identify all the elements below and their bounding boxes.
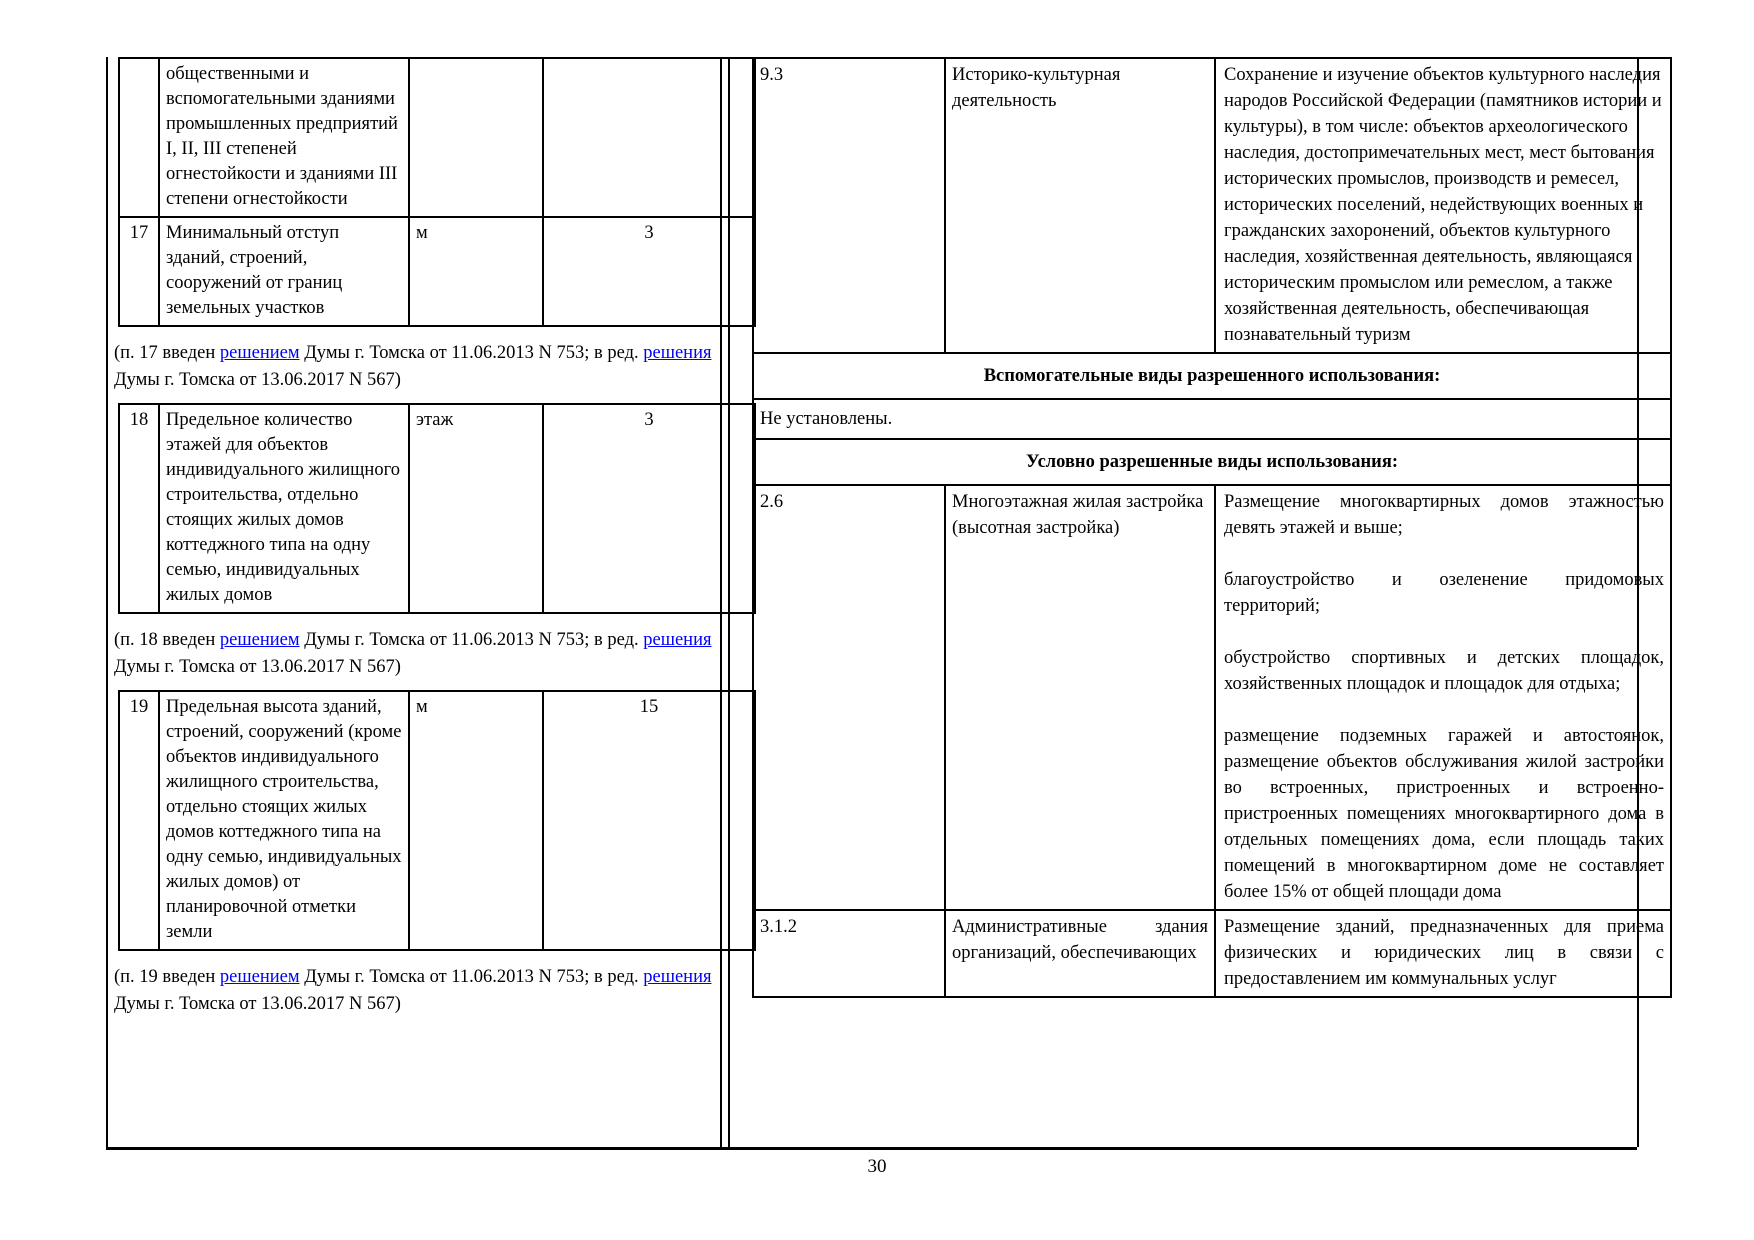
row-19-name-cell: Предельная высота зданий, строений, соор…: [158, 690, 410, 951]
note-p19-link-resheniem[interactable]: решением: [219, 967, 300, 987]
auxiliary-uses-value-cell: Не установлены.: [752, 398, 1672, 440]
description-paragraph: благоустройство и озеленение придомовых …: [1224, 570, 1664, 616]
note-p19-text: (п. 19 введен: [114, 967, 220, 987]
limits-table-part3: 19 Предельная высота зданий, строений, с…: [118, 690, 756, 951]
row-18-unit-cell: этаж: [408, 403, 544, 614]
outer-table-bottom-border: [106, 1147, 1637, 1150]
note-p19: (п. 19 введен решением Думы г. Томска от…: [114, 964, 718, 1018]
row-9-3-description-cell: Сохранение и изучение объектов культурно…: [1214, 57, 1672, 354]
note-p18-text: (п. 18 введен: [114, 630, 220, 650]
description-paragraph: Размещение многоквартирных домов этажнос…: [1224, 492, 1664, 538]
row-continued-name-cell: общественными и вспомогательными зданиям…: [158, 57, 410, 218]
section-header-row: Вспомогательные виды разрешенного исполь…: [752, 352, 1672, 400]
description-paragraph: размещение подземных гаражей и автостоян…: [1224, 726, 1664, 902]
row-17-name-cell: Минимальный отступ зданий, строений, соо…: [158, 216, 410, 327]
page-number: 30: [867, 1156, 887, 1177]
table-row: 2.6 Многоэтажная жилая застройка (высотн…: [752, 484, 1672, 911]
note-p18-link-resheniya[interactable]: решения: [643, 630, 712, 650]
row-17-unit-cell: м: [408, 216, 544, 327]
row-19-unit-cell: м: [408, 690, 544, 951]
table-row: 19 Предельная высота зданий, строений, с…: [118, 690, 756, 951]
table-row: общественными и вспомогательными зданиям…: [118, 57, 756, 218]
row-17-value-cell: 3: [542, 216, 756, 327]
note-p18-text: Думы г. Томска от 11.06.2013 N 753; в ре…: [299, 630, 644, 650]
row-2-6-code-cell: 2.6: [752, 484, 946, 911]
note-p17-text: (п. 17 введен: [114, 343, 220, 363]
row-3-1-2-name-cell: Административные здания организаций, обе…: [944, 909, 1216, 998]
limits-table-part2: 18 Предельное количество этажей для объе…: [118, 403, 756, 614]
note-p17-text: Думы г. Томска от 13.06.2017 N 567): [114, 370, 401, 390]
row-continued-value-cell: [542, 57, 756, 218]
use-types-table: 9.3 Историко-культурная деятельность Сох…: [752, 57, 1672, 998]
section-header-row: Условно разрешенные виды использования:: [752, 438, 1672, 486]
note-p17-link-resheniem[interactable]: решением: [219, 343, 300, 363]
note-p18-text: Думы г. Томска от 13.06.2017 N 567): [114, 657, 401, 677]
row-19-value-cell: 15: [542, 690, 756, 951]
conditional-uses-header: Условно разрешенные виды использования:: [752, 438, 1672, 486]
note-p18-link-resheniem[interactable]: решением: [219, 630, 300, 650]
table-row: 3.1.2 Административные здания организаци…: [752, 909, 1672, 998]
row-2-6-name-cell: Многоэтажная жилая застройка (высотная з…: [944, 484, 1216, 911]
row-19-num-cell: 19: [118, 690, 160, 951]
note-p19-link-resheniya[interactable]: решения: [643, 967, 712, 987]
row-9-3-name-cell: Историко-культурная деятельность: [944, 57, 1216, 354]
note-p17: (п. 17 введен решением Думы г. Томска от…: [114, 340, 718, 394]
description-paragraph: обустройство спортивных и детских площад…: [1224, 648, 1664, 694]
row-3-1-2-description-cell: Размещение зданий, предназначенных для п…: [1214, 909, 1672, 998]
note-p19-text: Думы г. Томска от 13.06.2017 N 567): [114, 994, 401, 1014]
left-column-table-fragment: общественными и вспомогательными зданиям…: [106, 57, 756, 1147]
row-18-num-cell: 18: [118, 403, 160, 614]
limits-table-part1: общественными и вспомогательными зданиям…: [118, 57, 756, 327]
table-row: 18 Предельное количество этажей для объе…: [118, 403, 756, 614]
auxiliary-uses-header: Вспомогательные виды разрешенного исполь…: [752, 352, 1672, 400]
note-p17-link-resheniya[interactable]: решения: [643, 343, 712, 363]
row-18-value-cell: 3: [542, 403, 756, 614]
row-3-1-2-code-cell: 3.1.2: [752, 909, 946, 998]
row-continued-num-cell: [118, 57, 160, 218]
row-18-name-cell: Предельное количество этажей для объекто…: [158, 403, 410, 614]
table-row: 17 Минимальный отступ зданий, строений, …: [118, 216, 756, 327]
note-p17-text: Думы г. Томска от 11.06.2013 N 753; в ре…: [299, 343, 644, 363]
row-2-6-description-cell: Размещение многоквартирных домов этажнос…: [1214, 484, 1672, 911]
table-row: 9.3 Историко-культурная деятельность Сох…: [752, 57, 1672, 354]
row-17-num-cell: 17: [118, 216, 160, 327]
row-9-3-code-cell: 9.3: [752, 57, 946, 354]
table-row: Не установлены.: [752, 398, 1672, 440]
row-continued-unit-cell: [408, 57, 544, 218]
right-column-table-fragment: 9.3 Историко-культурная деятельность Сох…: [728, 57, 1672, 1147]
note-p18: (п. 18 введен решением Думы г. Томска от…: [114, 627, 718, 681]
note-p19-text: Думы г. Томска от 11.06.2013 N 753; в ре…: [299, 967, 644, 987]
